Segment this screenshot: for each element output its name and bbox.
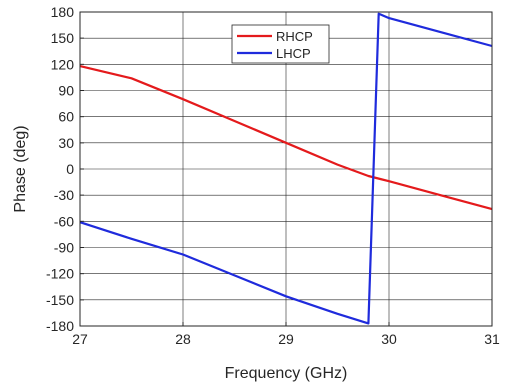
series-layer bbox=[79, 12, 493, 325]
y-tick-label: -30 bbox=[54, 187, 74, 203]
y-tick-label: 30 bbox=[58, 135, 74, 151]
x-tick-label: 29 bbox=[278, 331, 294, 347]
y-tick-label: 180 bbox=[51, 4, 75, 20]
y-axis-label: Phase (deg) bbox=[12, 125, 29, 212]
y-tick-label: -60 bbox=[54, 213, 74, 229]
tick-labels: 27 28 29 30 31 180 150 120 90 60 30 0 -30 -60 -90 -120 -… bbox=[46, 4, 500, 347]
y-tick-label: 0 bbox=[66, 161, 74, 177]
y-tick-label: 90 bbox=[58, 83, 74, 99]
x-axis-label: Frequency (GHz) bbox=[225, 365, 348, 382]
legend-label-rhcp: RHCP bbox=[276, 29, 313, 44]
y-tick-label: -180 bbox=[46, 318, 74, 334]
x-tick-label: 27 bbox=[72, 331, 88, 347]
legend: RHCP LHCP bbox=[231, 24, 330, 64]
y-tick-label: -150 bbox=[46, 292, 74, 308]
y-tick-label: 120 bbox=[51, 56, 75, 72]
x-tick-label: 30 bbox=[381, 331, 397, 347]
y-tick-label: 150 bbox=[51, 30, 75, 46]
series-line-rhcp bbox=[79, 65, 493, 211]
y-tick-label: -90 bbox=[54, 240, 74, 256]
legend-label-lhcp: LHCP bbox=[276, 46, 311, 61]
x-tick-label: 28 bbox=[175, 331, 191, 347]
legend-box bbox=[231, 24, 330, 64]
x-tick-label: 31 bbox=[484, 331, 500, 347]
y-tick-label: -120 bbox=[46, 266, 74, 282]
series-line-lhcp bbox=[79, 12, 493, 325]
y-tick-label: 60 bbox=[58, 109, 74, 125]
